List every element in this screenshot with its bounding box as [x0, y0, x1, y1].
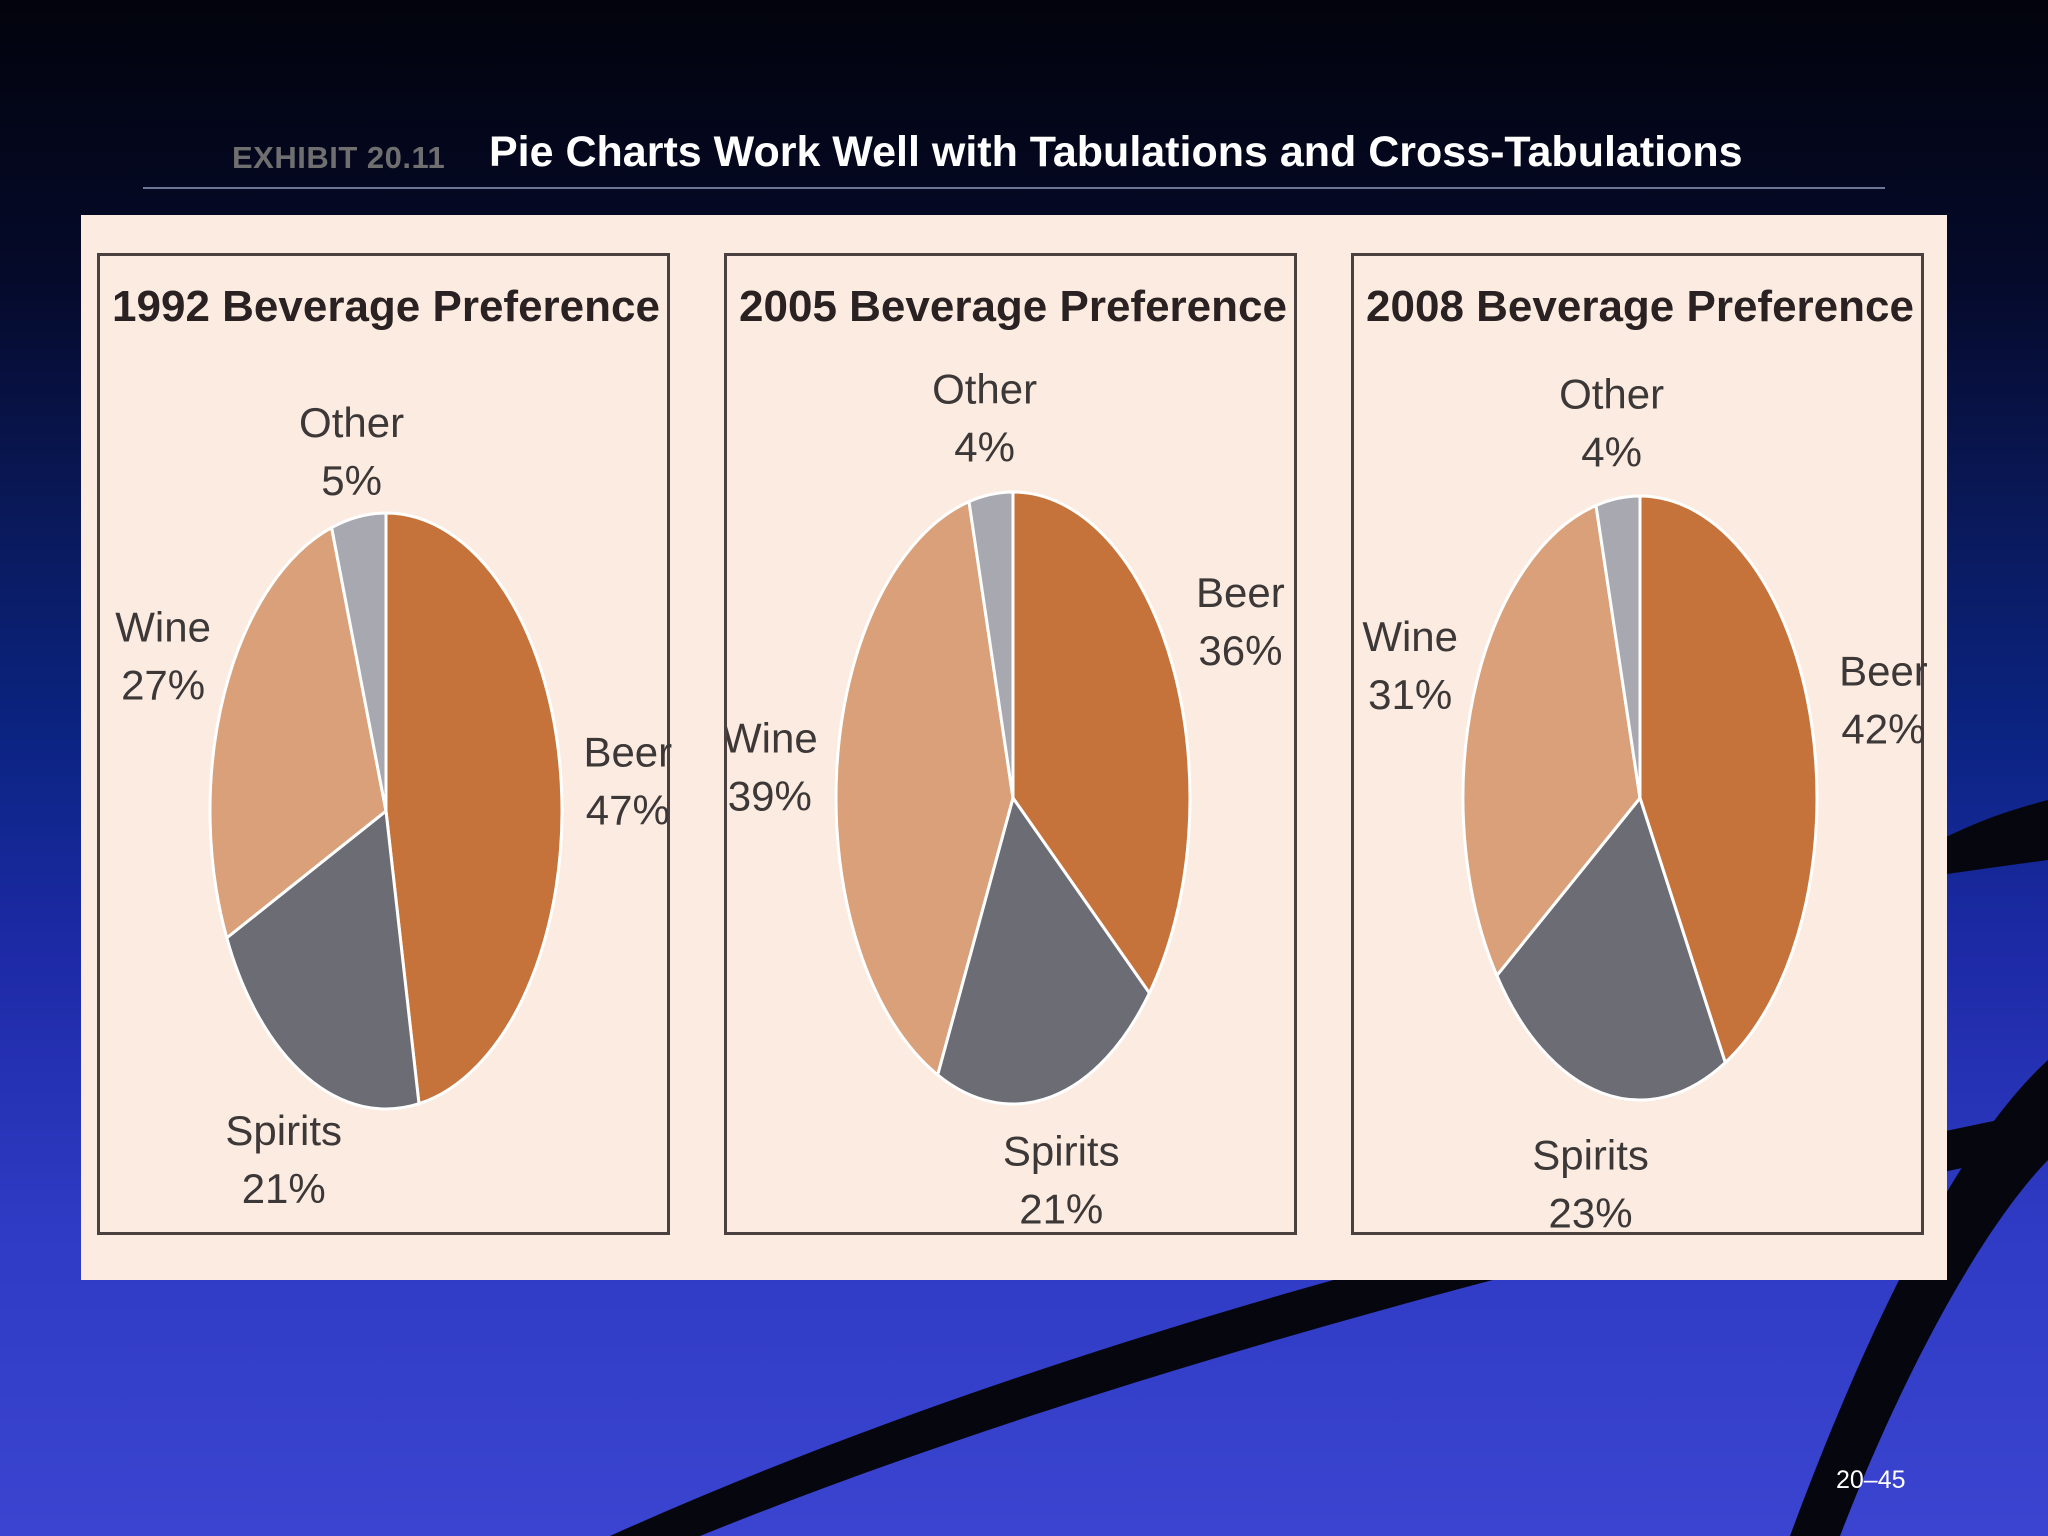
page-number: 20–45: [1836, 1466, 1906, 1494]
slice-label-spirits: Spirits 21%: [225, 1107, 342, 1212]
pie-slice-wine: [208, 526, 388, 940]
pie-slice-spirits: [225, 809, 421, 1111]
exhibit-figure: 1992 Beverage Preference Beer 47% Spirits 2…: [81, 215, 1947, 1280]
chart-title: 2005 Beverage Preference: [739, 282, 1287, 331]
slice-label-spirits: Spirits 21%: [1003, 1127, 1120, 1232]
slice-label-other: Other 4%: [1559, 370, 1664, 475]
slice-label-spirits: Spirits 23%: [1532, 1131, 1649, 1236]
pie-panel-2005: 2005 Beverage Preference Beer 36% Spirits 2…: [724, 253, 1297, 1235]
pie-chart-2005: 2005 Beverage Preference Beer 36% Spirits 2…: [727, 282, 1287, 1232]
pie-chart-1992: 1992 Beverage Preference Beer 47% Spirits 2…: [112, 282, 672, 1212]
title-divider: [143, 187, 1885, 189]
slice-label-wine: Wine 31%: [1362, 613, 1458, 718]
pie-slice-beer: [1011, 490, 1192, 995]
slice-label-wine: Wine 39%: [727, 714, 818, 819]
slice-label-beer: Beer 47%: [583, 728, 672, 833]
pie-slice-spirits: [1495, 796, 1727, 1102]
pie-slice-spirits: [936, 796, 1151, 1106]
slide-title: Pie Charts Work Well with Tabulations an…: [489, 128, 1743, 176]
slice-label-other: Other 4%: [932, 365, 1037, 470]
slice-label-beer: Beer 36%: [1196, 569, 1285, 674]
pie-panel-1992: 1992 Beverage Preference Beer 47% Spirits 2…: [97, 253, 672, 1235]
slice-label-beer: Beer 42%: [1839, 647, 1927, 752]
pie-panel-2008: 2008 Beverage Preference Beer 42% Spirits 2…: [1351, 253, 1927, 1236]
exhibit-label: EXHIBIT 20.11: [232, 140, 446, 175]
slide-header: EXHIBIT 20.11 Pie Charts Work Well with …: [0, 0, 2048, 200]
pie-slice-beer: [1638, 494, 1819, 1065]
pie-chart-2008: 2008 Beverage Preference Beer 42% Spirits 2…: [1362, 282, 1927, 1236]
chart-title: 2008 Beverage Preference: [1366, 282, 1914, 331]
slice-label-other: Other 5%: [299, 399, 404, 504]
slice-label-wine: Wine 27%: [115, 604, 211, 709]
pie-slice-other: [330, 511, 388, 813]
chart-title: 1992 Beverage Preference: [112, 282, 660, 331]
pie-slice-other: [1594, 494, 1642, 800]
pie-slice-beer: [384, 511, 564, 1106]
pie-slice-other: [967, 490, 1015, 800]
pie-slice-wine: [834, 500, 1015, 1077]
pie-slice-wine: [1461, 503, 1642, 978]
